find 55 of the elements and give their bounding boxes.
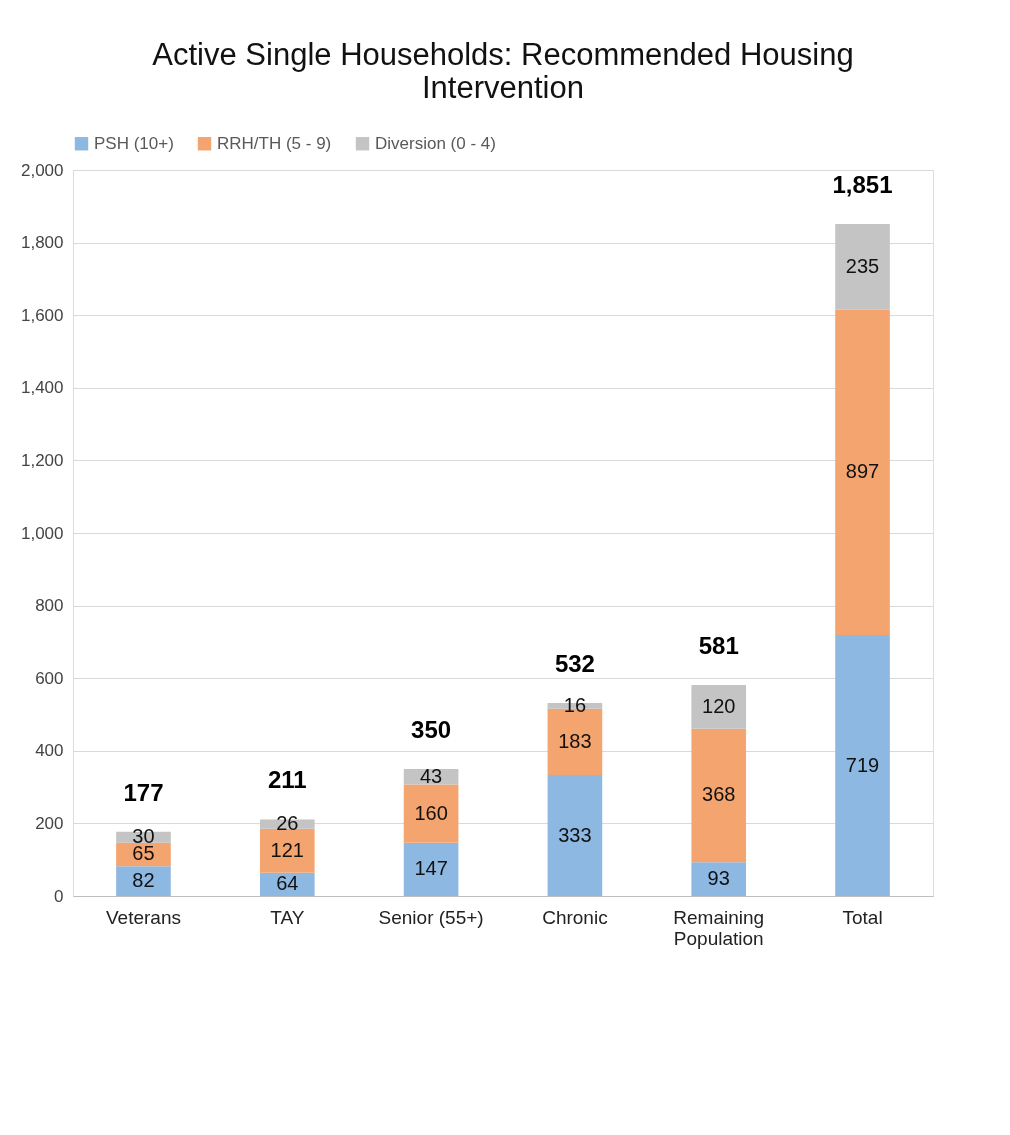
y-tick-label: 200 xyxy=(35,813,64,833)
data-label: 719 xyxy=(845,753,880,776)
total-label: 211 xyxy=(267,766,307,794)
x-tick-label: TAY xyxy=(270,906,305,928)
bar xyxy=(835,309,890,635)
legend-label: PSH (10+) xyxy=(94,133,174,153)
data-label: 120 xyxy=(702,694,736,717)
data-label: 147 xyxy=(414,857,448,880)
x-tick-label: Senior (55+) xyxy=(378,906,484,928)
data-label: 64 xyxy=(276,872,299,895)
total-label: 177 xyxy=(123,778,164,806)
data-label: 65 xyxy=(132,842,155,865)
y-tick-label: 1,600 xyxy=(20,305,64,325)
y-tick-label: 1,400 xyxy=(20,378,64,398)
x-tick-label: Veterans xyxy=(105,906,181,928)
total-label: 581 xyxy=(698,632,739,660)
x-tick-label: Total xyxy=(842,906,883,928)
data-label: 235 xyxy=(845,254,880,277)
bar xyxy=(691,728,747,863)
y-tick-label: 1,200 xyxy=(20,450,64,470)
bar xyxy=(116,866,171,896)
y-tick-label: 0 xyxy=(54,886,64,906)
y-tick-label: 1,000 xyxy=(20,523,64,543)
bar xyxy=(691,685,747,729)
legend-label: RRH/TH (5 - 9) xyxy=(217,133,332,153)
data-label: 368 xyxy=(702,783,736,806)
bar xyxy=(259,828,315,873)
chart-title: Active Single Households: Recommended Housing Intervention xyxy=(152,37,854,105)
data-label: 160 xyxy=(414,801,448,824)
data-label: 897 xyxy=(845,460,880,483)
bar xyxy=(547,775,603,896)
total-label: 532 xyxy=(554,649,595,677)
data-label: 333 xyxy=(558,823,592,846)
data-label: 183 xyxy=(558,729,592,752)
y-tick-label: 400 xyxy=(35,741,64,761)
bar xyxy=(835,224,890,310)
y-tick-label: 1,800 xyxy=(20,233,64,253)
legend-label: Diversion (0 - 4) xyxy=(375,133,496,153)
x-tick-label: Remaining Population xyxy=(673,906,765,949)
y-tick-label: 2,000 xyxy=(20,160,64,180)
data-label: 82 xyxy=(132,869,155,892)
bar xyxy=(691,862,747,896)
data-label: 16 xyxy=(563,693,587,716)
bar xyxy=(835,635,890,896)
bar xyxy=(403,842,459,896)
x-tick-label: Chronic xyxy=(542,906,608,928)
data-label: 43 xyxy=(419,764,443,787)
y-tick-label: 600 xyxy=(35,668,64,688)
total-label: 350 xyxy=(411,715,452,743)
bar xyxy=(403,784,459,843)
data-label: 26 xyxy=(276,812,299,835)
data-label: 93 xyxy=(707,867,730,890)
y-tick-label: 800 xyxy=(35,596,64,616)
total-label: 1,851 xyxy=(832,171,893,199)
data-label: 121 xyxy=(270,838,304,861)
